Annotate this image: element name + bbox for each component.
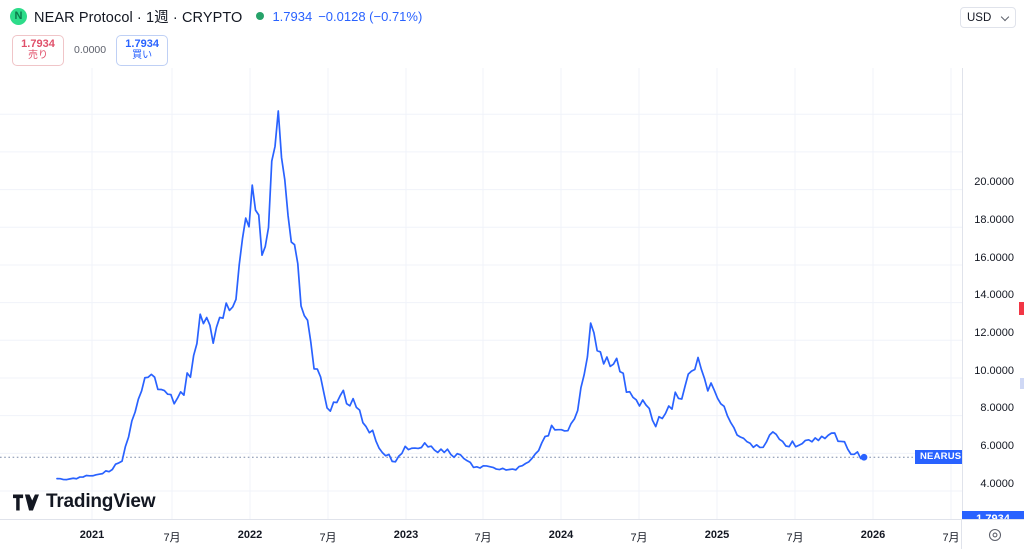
tradingview-watermark: TradingView xyxy=(13,491,156,513)
time-axis-tick: 2023 xyxy=(393,529,419,541)
time-axis-tick: 2022 xyxy=(237,529,263,541)
sell-button[interactable]: 1.7934 売り xyxy=(12,34,64,66)
time-axis-tick: 7月 xyxy=(319,532,337,544)
last-price-value: 1.7934 xyxy=(272,8,313,24)
price-axis-tick: 8.0000 xyxy=(980,402,1014,415)
axis-alert-marker-red xyxy=(1019,302,1024,315)
price-line-path xyxy=(56,110,865,481)
near-protocol-logo-icon: N xyxy=(10,7,27,25)
market-open-dot-icon xyxy=(256,12,265,20)
time-axis-tick: 2024 xyxy=(548,529,574,541)
price-axis-tick: 18.0000 xyxy=(974,213,1014,226)
buy-label: 買い xyxy=(132,49,153,61)
sell-price: 1.7934 xyxy=(21,37,55,50)
price-axis-tick: 6.0000 xyxy=(980,439,1014,452)
price-axis-tick: 20.0000 xyxy=(974,176,1014,189)
last-price-dot xyxy=(860,453,868,461)
trade-buttons-strip: 1.7934 売り 0.0000 1.7934 買い xyxy=(0,32,1024,68)
chart-vertical-gridlines xyxy=(91,68,952,519)
time-axis-tick: 7月 xyxy=(942,532,960,544)
tradingview-wordmark: TradingView xyxy=(46,491,156,512)
time-axis-tick: 2025 xyxy=(704,529,730,541)
price-axis[interactable]: 20.0000 18.0000 16.0000 14.0000 12.0000 10.00… xyxy=(962,68,1024,540)
chart-body: NEARUSD TradingView 20.0000 18.0000 16.000… xyxy=(0,68,1024,540)
buy-button[interactable]: 1.7934 買い xyxy=(116,34,169,66)
time-axis-tick: 2026 xyxy=(860,529,886,541)
time-axis-tick: 7月 xyxy=(474,532,492,544)
price-axis-tick: 10.0000 xyxy=(974,364,1014,377)
currency-selector-value: USD xyxy=(967,11,992,24)
spread-value: 0.0000 xyxy=(74,44,107,56)
price-change-value: −0.0128 (−0.71%) xyxy=(318,8,423,24)
symbol-title[interactable]: NEAR Protocol · 1週 · CRYPTO xyxy=(34,9,243,26)
time-axis-tick: 7月 xyxy=(630,532,648,544)
price-axis-tick: 16.0000 xyxy=(974,251,1014,264)
price-axis-tick: 4.0000 xyxy=(980,477,1014,490)
tradingview-logo-icon xyxy=(13,494,39,510)
buy-price: 1.7934 xyxy=(125,37,159,50)
chevron-down-icon xyxy=(1002,14,1009,21)
time-axis-tick: 7月 xyxy=(163,532,181,544)
time-axis-tick: 2021 xyxy=(79,529,105,541)
axis-level-marker-blue xyxy=(1020,378,1024,389)
sell-label: 売り xyxy=(28,49,48,61)
price-axis-tick: 14.0000 xyxy=(974,289,1014,302)
time-axis-tick: 7月 xyxy=(786,532,804,544)
chart-gridlines xyxy=(0,113,962,492)
time-axis[interactable]: 2021 7月 2022 7月 2023 7月 2024 7月 2025 7月 2026 7月 xyxy=(0,519,1024,549)
symbol-tag-label: NEARUSD xyxy=(915,450,962,465)
axis-separator xyxy=(961,520,962,549)
price-line-chart xyxy=(0,68,962,519)
chart-plot-area[interactable]: NEARUSD TradingView xyxy=(0,68,962,519)
price-axis-tick: 12.0000 xyxy=(974,326,1014,339)
chart-header: N NEAR Protocol · 1週 · CRYPTO 1.7934 −0.… xyxy=(0,0,1024,32)
crosshair-target-icon[interactable] xyxy=(988,528,1002,542)
currency-selector[interactable]: USD xyxy=(960,7,1016,28)
